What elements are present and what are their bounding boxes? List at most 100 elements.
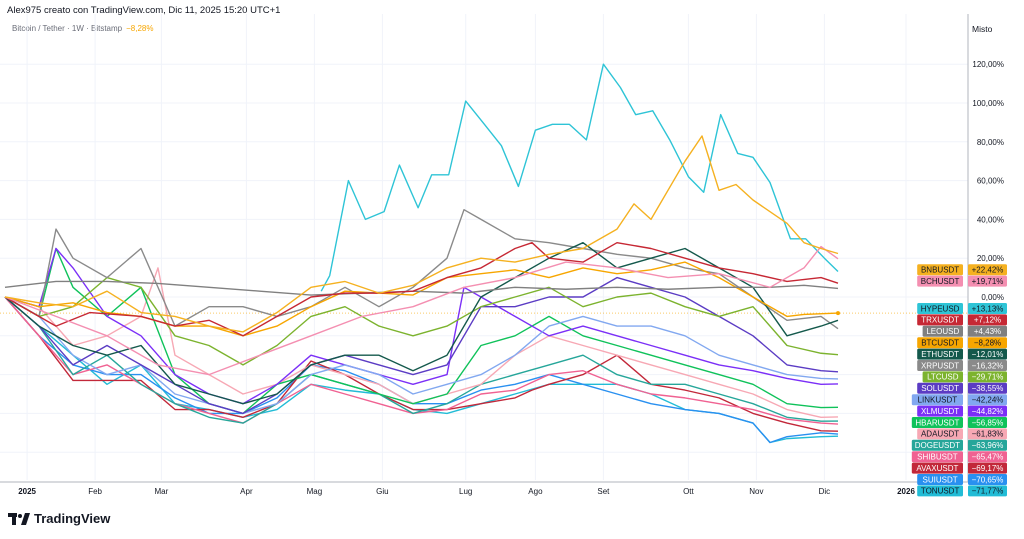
- series-name-badge: [911, 439, 963, 451]
- series-value-label: −44,82%: [972, 407, 1004, 416]
- series-name-label: SUIUSDT: [923, 475, 958, 484]
- series-name-label: XLMUSDT: [921, 407, 959, 416]
- y-tick-label: 40,00%: [977, 215, 1004, 224]
- series-line-suiusdt: [4, 296, 839, 444]
- series-value-badge: [968, 303, 1007, 314]
- x-tick-label: Feb: [88, 487, 102, 496]
- series-name-badge: [911, 394, 963, 406]
- series-value-badge: [968, 485, 1007, 497]
- x-tick-label: Mag: [307, 487, 323, 496]
- price-scale-mode[interactable]: Misto: [972, 24, 993, 34]
- series-value-label: −70,65%: [972, 475, 1004, 484]
- series-value-badge: [968, 264, 1007, 276]
- series-name-badge: [922, 325, 963, 337]
- series-name-label: HBARUSDT: [915, 418, 959, 427]
- series-value-label: −8,28%: [974, 339, 1001, 348]
- y-tick-label: 60,00%: [977, 177, 1004, 186]
- series-name-badge: [917, 337, 963, 349]
- series-name-label: LTCUSD: [927, 373, 959, 382]
- series-value-label: −69,17%: [972, 464, 1004, 473]
- series-value-label: −63,96%: [972, 441, 1004, 450]
- y-tick-label: 0,00%: [981, 293, 1004, 302]
- x-tick-label: Dic: [819, 487, 831, 496]
- series-line-hypeusd: [320, 63, 839, 292]
- series-value-badge: [968, 474, 1007, 485]
- series-value-badge: [968, 325, 1007, 337]
- y-tick-label: 20,00%: [977, 254, 1004, 263]
- series-name-badge: [917, 303, 963, 314]
- series-name-badge: [922, 371, 963, 383]
- series-line-bnbusdt: [4, 135, 839, 333]
- series-line-tonusdt: [4, 296, 839, 444]
- series-name-label: SOLUSDT: [921, 384, 959, 393]
- series-name-label: DOGEUSDT: [915, 441, 960, 450]
- series-value-label: +22,42%: [972, 266, 1004, 275]
- series-name-badge: [917, 474, 963, 485]
- series-value-badge: [968, 337, 1007, 349]
- series-value-badge: [968, 417, 1007, 428]
- series-line-ltcusd: [4, 276, 839, 366]
- series-name-label: TONUSDT: [921, 487, 960, 496]
- series-value-label: −56,85%: [972, 418, 1004, 427]
- series-line-xrpusdt: [4, 208, 839, 330]
- series-name-badge: [917, 405, 963, 417]
- series-name-badge: [911, 451, 963, 463]
- series-name-label: LEOUSD: [926, 327, 959, 336]
- x-tick-label: Ott: [683, 487, 694, 496]
- x-tick-label: Apr: [240, 487, 253, 496]
- series-value-badge: [968, 462, 1007, 474]
- series-name-label: SHIBUSDT: [917, 453, 958, 462]
- series-name-badge: [917, 428, 963, 440]
- series-value-badge: [968, 428, 1007, 440]
- series-value-badge: [968, 382, 1007, 394]
- series-line-bchusdt: [4, 245, 839, 376]
- series-value-label: −42,24%: [972, 396, 1004, 405]
- series-value-label: +13,13%: [972, 304, 1004, 313]
- series-name-label: LINKUSDT: [918, 396, 958, 405]
- series-name-badge: [917, 382, 963, 394]
- tradingview-logo-icon: [8, 512, 30, 525]
- symbol-change: −8,28%: [126, 24, 154, 33]
- series-value-badge: [968, 371, 1007, 383]
- series-name-badge: [917, 275, 963, 287]
- series-name-badge: [917, 485, 963, 497]
- series-line-ethusdt: [4, 241, 839, 405]
- y-tick-label: 120,00%: [972, 60, 1004, 69]
- series-value-badge: [968, 314, 1007, 326]
- x-tick-label: Lug: [459, 487, 472, 496]
- tradingview-logo: TradingView: [8, 511, 110, 526]
- symbol-legend[interactable]: Bitcoin / Tether · 1W · Bitstamp −8,28%: [12, 24, 153, 33]
- series-value-badge: [968, 394, 1007, 406]
- series-value-badge: [968, 275, 1007, 287]
- series-value-badge: [968, 405, 1007, 417]
- symbol-description: Bitcoin / Tether · 1W · Bitstamp: [12, 24, 123, 33]
- series-value-label: +7,12%: [974, 316, 1001, 325]
- series-name-label: BNBUSDT: [921, 266, 959, 275]
- series-name-label: ADAUSDT: [921, 430, 959, 439]
- chart-header-title: Alex975 creato con TradingView.com, Dic …: [7, 5, 281, 16]
- series-line-dogeusdt: [4, 296, 839, 424]
- series-name-label: AVAXUSDT: [916, 464, 958, 473]
- series-line-solusdt: [4, 276, 839, 415]
- series-name-label: ETHUSDT: [921, 350, 959, 359]
- series-line-linkusdt: [4, 296, 839, 415]
- series-value-label: −38,55%: [972, 384, 1004, 393]
- series-line-leousd: [4, 280, 839, 296]
- y-tick-label: 100,00%: [972, 99, 1004, 108]
- series-line-hbarusdt: [4, 247, 839, 415]
- series-value-label: −16,32%: [972, 361, 1004, 370]
- series-line-trxusdt: [4, 241, 839, 337]
- series-line-xlmusdt: [4, 247, 839, 405]
- series-value-badge: [968, 451, 1007, 463]
- series-value-badge: [968, 348, 1007, 360]
- tradingview-logo-text: TradingView: [34, 511, 111, 526]
- series-name-badge: [917, 314, 963, 326]
- series-value-badge: [968, 439, 1007, 451]
- last-price-dot: [836, 311, 840, 316]
- series-name-badge: [911, 462, 963, 474]
- y-tick-label: 80,00%: [977, 138, 1004, 147]
- x-tick-label: Set: [597, 487, 610, 496]
- series-value-label: −61,83%: [972, 430, 1004, 439]
- series-name-label: XRPUSDT: [921, 361, 959, 370]
